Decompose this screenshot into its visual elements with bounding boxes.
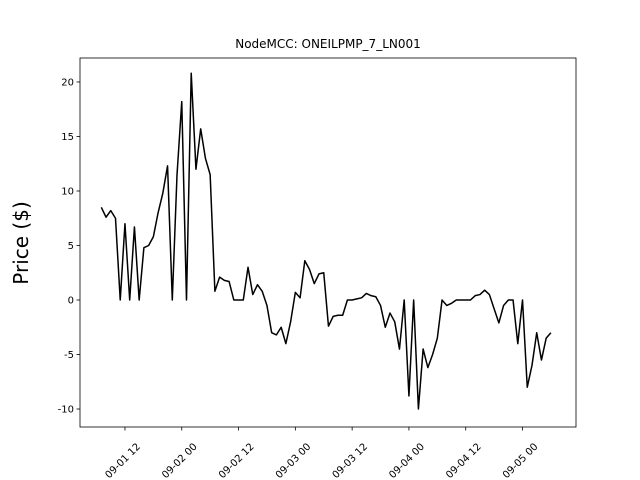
x-tick-label: 09-04 12 — [444, 441, 484, 480]
plot-frame — [79, 57, 577, 428]
chart-title: NodeMCC: ONEILPMP_7_LN001 — [235, 37, 421, 51]
y-tick-label: 5 — [68, 241, 74, 252]
y-tick-label: 10 — [61, 186, 74, 197]
x-tick-label: 09-05 00 — [501, 441, 541, 480]
x-tick-label: 09-01 12 — [103, 441, 143, 480]
y-tick-label: -10 — [58, 405, 74, 416]
price-line — [100, 72, 552, 410]
y-tick-label: 0 — [68, 296, 74, 307]
y-axis-label: Price ($) — [9, 201, 33, 284]
x-tick-label: 09-03 00 — [274, 441, 314, 480]
x-tick-label: 09-02 00 — [160, 441, 200, 480]
x-tick-label: 09-03 12 — [331, 441, 371, 480]
y-tick-label: -5 — [64, 350, 74, 361]
y-tick-label: 20 — [61, 77, 74, 88]
y-tick-label: 15 — [61, 132, 74, 143]
x-tick-label: 09-02 12 — [217, 441, 257, 480]
x-tick-label: 09-04 00 — [387, 441, 427, 480]
